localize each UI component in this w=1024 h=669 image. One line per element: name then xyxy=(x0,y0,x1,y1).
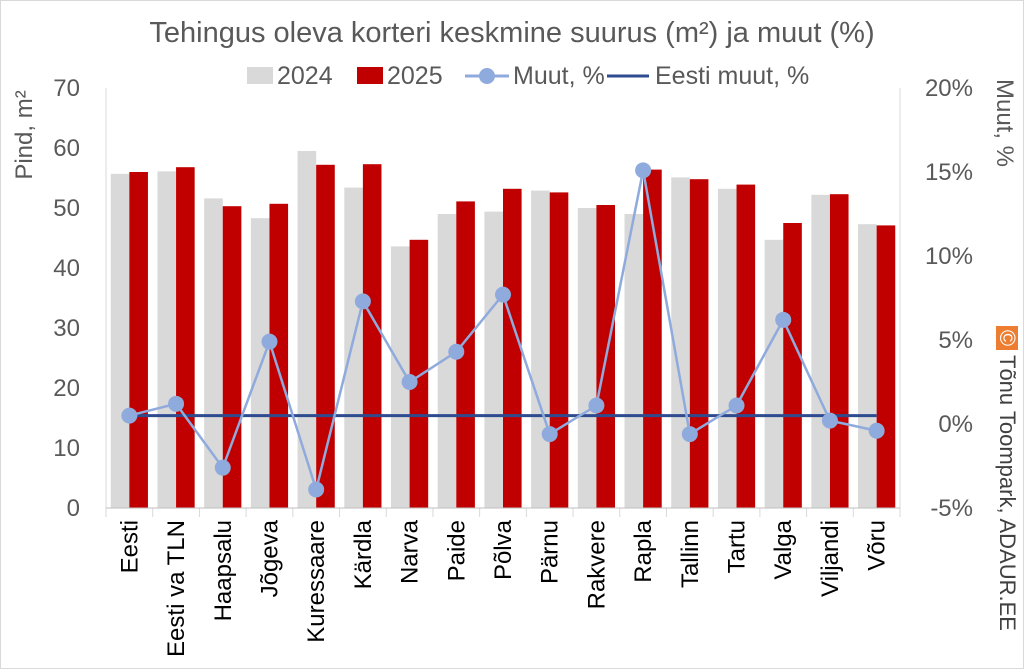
y-tick-label: 60 xyxy=(53,135,80,162)
legend-swatch-2024 xyxy=(247,67,273,84)
bar-2025 xyxy=(783,223,802,508)
bar-2025 xyxy=(362,164,382,508)
y-tick-label: 20 xyxy=(53,375,80,402)
x-tick-label: Rakvere xyxy=(583,520,610,609)
y-tick-label: 10 xyxy=(53,435,80,462)
point-muut xyxy=(168,395,185,412)
x-tick-label: Pärnu xyxy=(537,520,564,584)
chart-title: Tehingus oleva korteri keskmine suurus (… xyxy=(149,17,874,49)
bar-2024 xyxy=(250,218,270,508)
y2-tick-label: 20% xyxy=(925,75,973,102)
watermark-copyright-badge xyxy=(996,326,1018,350)
point-muut xyxy=(121,407,138,424)
point-muut xyxy=(541,426,558,443)
legend-label-2024: 2024 xyxy=(277,62,333,90)
bar-2024 xyxy=(204,198,223,508)
x-tick-label: Eesti xyxy=(116,520,143,573)
x-tick-label: Põlva xyxy=(490,519,517,580)
y2-tick-label: 15% xyxy=(925,159,973,186)
point-muut xyxy=(588,397,605,414)
bar-2024 xyxy=(297,151,317,508)
point-muut xyxy=(354,293,371,310)
bar-2024 xyxy=(110,173,130,509)
bar-2024 xyxy=(717,188,737,509)
point-muut xyxy=(681,426,698,443)
x-tick-label: Kuressaare xyxy=(303,520,330,643)
point-muut xyxy=(401,374,418,390)
x-tick-label: Jõgeva xyxy=(256,519,283,597)
y2-tick-label: -5% xyxy=(930,495,973,522)
y-tick-label: 70 xyxy=(53,75,80,102)
watermark: © Tõnu Toompark, ADAUR.EE xyxy=(995,326,1020,631)
legend-label-muut: Muut, % xyxy=(513,62,605,90)
bar-2025 xyxy=(689,179,709,508)
bar-2025 xyxy=(456,201,475,508)
bar-2024 xyxy=(157,171,177,508)
legend-marker-muut xyxy=(479,68,495,84)
x-tick-label: Paide xyxy=(443,520,470,581)
point-muut xyxy=(635,162,652,179)
y2-tick-label: 10% xyxy=(925,243,973,270)
legend-label-2025: 2025 xyxy=(387,62,443,90)
legend: 2024 2025 Muut, % Eesti muut, % xyxy=(247,62,809,90)
y-tick-label: 0 xyxy=(67,495,80,522)
bar-2024 xyxy=(858,224,877,508)
bar-2024 xyxy=(811,194,830,509)
bar-2025 xyxy=(269,203,289,509)
bar-2025 xyxy=(176,167,195,508)
x-tick-label: Kärdla xyxy=(350,519,377,589)
x-tick-label: Tartu xyxy=(724,520,751,573)
bar-2025 xyxy=(829,194,849,508)
y-tick-label: 50 xyxy=(53,195,80,222)
x-tick-label: Rapla xyxy=(630,519,657,582)
point-muut xyxy=(821,412,838,429)
plot-area: 0 10 20 30 40 50 60 70 -5% 0% 5% 10% 15% 20% Eesti Eest… xyxy=(53,75,973,657)
watermark-copyright-symbol: © xyxy=(995,330,1020,346)
y2-tick-label: 5% xyxy=(938,327,973,354)
point-muut xyxy=(214,459,231,476)
bar-2024 xyxy=(390,246,410,508)
bar-2024 xyxy=(531,190,550,508)
x-tick-label: Viljandi xyxy=(817,520,844,597)
point-muut xyxy=(261,333,278,350)
bar-2025 xyxy=(316,164,335,509)
bar-2024 xyxy=(577,208,597,508)
watermark-text: Tõnu Toompark, ADAUR.EE xyxy=(995,355,1020,631)
legend-label-eesti-muut: Eesti muut, % xyxy=(655,62,809,90)
bar-2025 xyxy=(549,192,569,508)
x-tick-label: Valga xyxy=(770,519,797,579)
bar-2024 xyxy=(484,211,503,508)
bar-2024 xyxy=(671,177,690,508)
y-axis-title: Pind, m² xyxy=(11,90,38,179)
point-muut xyxy=(775,311,792,328)
point-muut xyxy=(728,397,745,414)
bar-2025 xyxy=(129,172,148,508)
x-tick-label: Haapsalu xyxy=(210,520,237,621)
y2-tick-label: 0% xyxy=(938,411,973,438)
bar-2024 xyxy=(344,187,363,508)
point-muut xyxy=(448,343,465,360)
bar-2024 xyxy=(764,239,784,509)
bar-2025 xyxy=(876,225,896,508)
bar-2025 xyxy=(409,239,429,509)
x-tick-label: Narva xyxy=(397,519,424,584)
x-tick-label: Eesti va TLN xyxy=(163,520,190,657)
bar-2024 xyxy=(437,214,457,508)
point-muut xyxy=(495,286,511,303)
point-muut xyxy=(868,422,885,439)
bar-2024 xyxy=(624,214,644,508)
x-tick-label: Võru xyxy=(864,520,891,571)
point-muut xyxy=(308,481,325,498)
bar-2025 xyxy=(503,188,522,509)
y-tick-label: 30 xyxy=(53,315,80,342)
legend-swatch-2025 xyxy=(357,67,383,84)
y2-axis-title: Muut, % xyxy=(991,79,1018,167)
y-tick-label: 40 xyxy=(53,255,80,282)
bar-2025 xyxy=(736,184,756,508)
x-tick-label: Tallinn xyxy=(677,520,704,588)
